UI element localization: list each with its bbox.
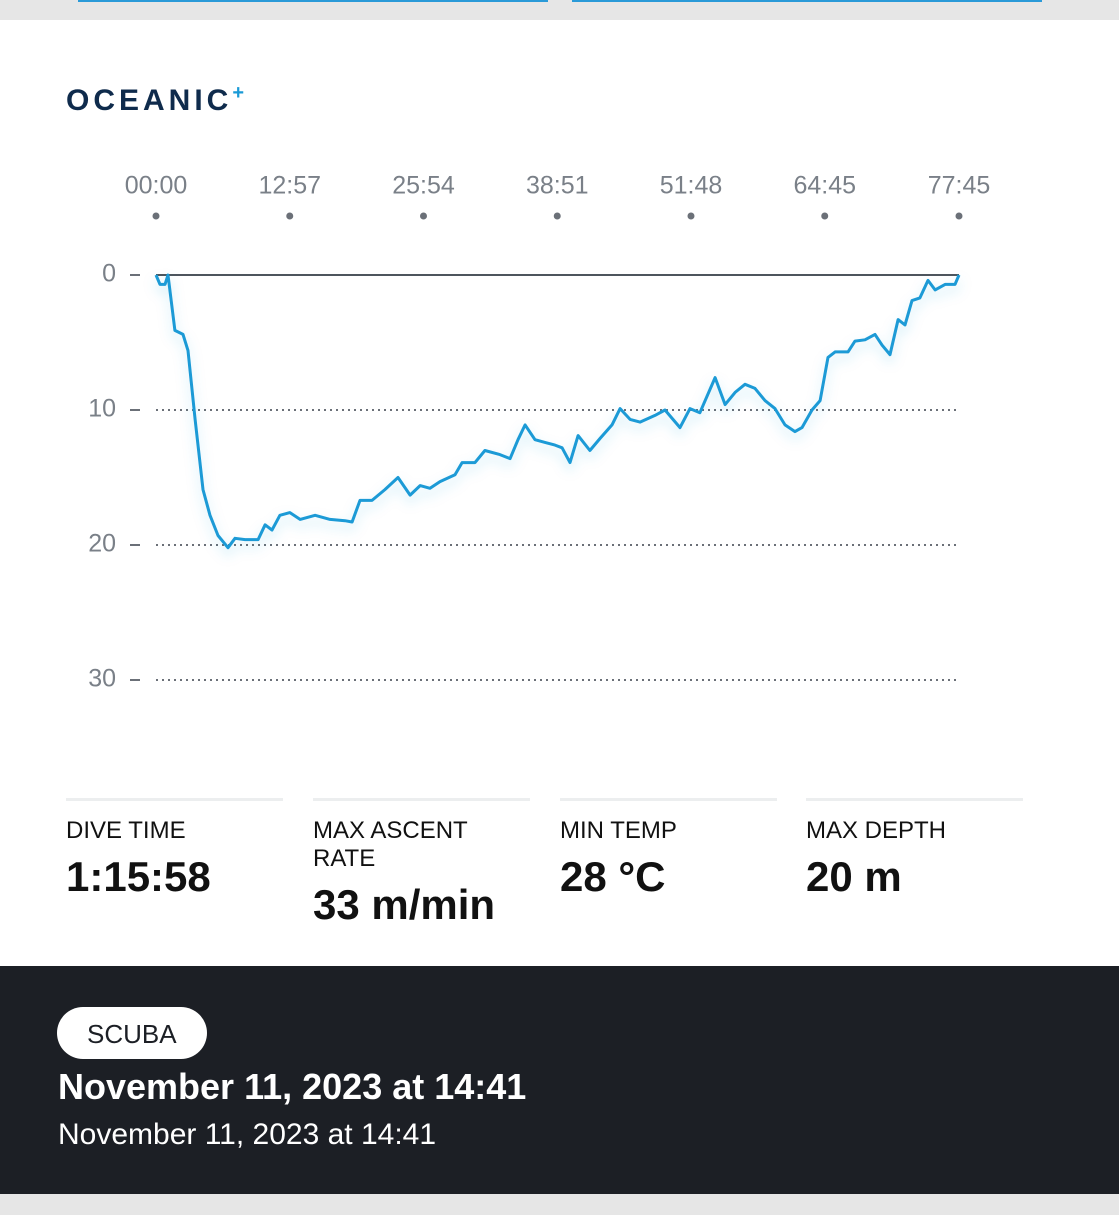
stat-label: MAX DEPTH [806, 817, 947, 844]
x-tick-dot [821, 212, 829, 220]
stat-value: 33 m/min [313, 881, 496, 928]
dive-card: OCEANIC+ [0, 20, 1119, 966]
dive-title: November 11, 2023 at 14:41 [58, 1066, 527, 1107]
stat: MAX DEPTH 20 m [806, 798, 1023, 901]
dive-subtitle: November 11, 2023 at 14:41 [58, 1118, 437, 1151]
x-tick-label: 12:57 [258, 172, 321, 200]
stat-label: DIVE TIME [66, 817, 186, 844]
stat-value: 20 m [806, 853, 902, 900]
tab-indicator [572, 0, 1042, 2]
x-tick-label: 00:00 [125, 172, 188, 200]
stat-value: 1:15:58 [66, 853, 211, 900]
activity-badge: SCUBA [57, 1007, 207, 1059]
x-tick-dot [286, 212, 294, 220]
x-tick-dot [553, 212, 561, 220]
y-tick-label: 20 [88, 530, 116, 558]
logo-text: OCEANIC [66, 84, 233, 117]
dive-footer: SCUBA November 11, 2023 at 14:41 Novembe… [0, 966, 1119, 1194]
x-tick-dot [419, 212, 427, 220]
logo: OCEANIC+ [66, 82, 244, 118]
x-tick-label: 25:54 [392, 172, 455, 200]
x-tick-label: 64:45 [793, 172, 856, 200]
stat-value: 28 °C [560, 853, 666, 900]
tab-indicator [78, 0, 548, 2]
logo-mark: + [232, 82, 245, 104]
y-tick-label: 30 [88, 665, 116, 693]
stat: MIN TEMP 28 °C [560, 798, 777, 901]
y-tick-label: 10 [88, 395, 116, 423]
x-tick-label: 51:48 [660, 172, 723, 200]
x-tick-dot [955, 212, 963, 220]
stat-label: MIN TEMP [560, 817, 677, 844]
x-tick-dot [687, 212, 695, 220]
x-tick-dot [152, 212, 160, 220]
stat: DIVE TIME 1:15:58 [66, 798, 283, 901]
stat: MAX ASCENT RATE 33 m/min [313, 798, 530, 929]
stat-label: MAX ASCENT RATE [313, 817, 468, 872]
depth-line [154, 273, 961, 550]
depth-chart: 00:00 12:57 25:54 38:51 51:48 64:45 77:45 0 10 20… [88, 172, 991, 693]
x-tick-label: 38:51 [526, 172, 589, 200]
x-tick-label: 77:45 [928, 172, 991, 200]
y-tick-label: 0 [102, 260, 116, 288]
